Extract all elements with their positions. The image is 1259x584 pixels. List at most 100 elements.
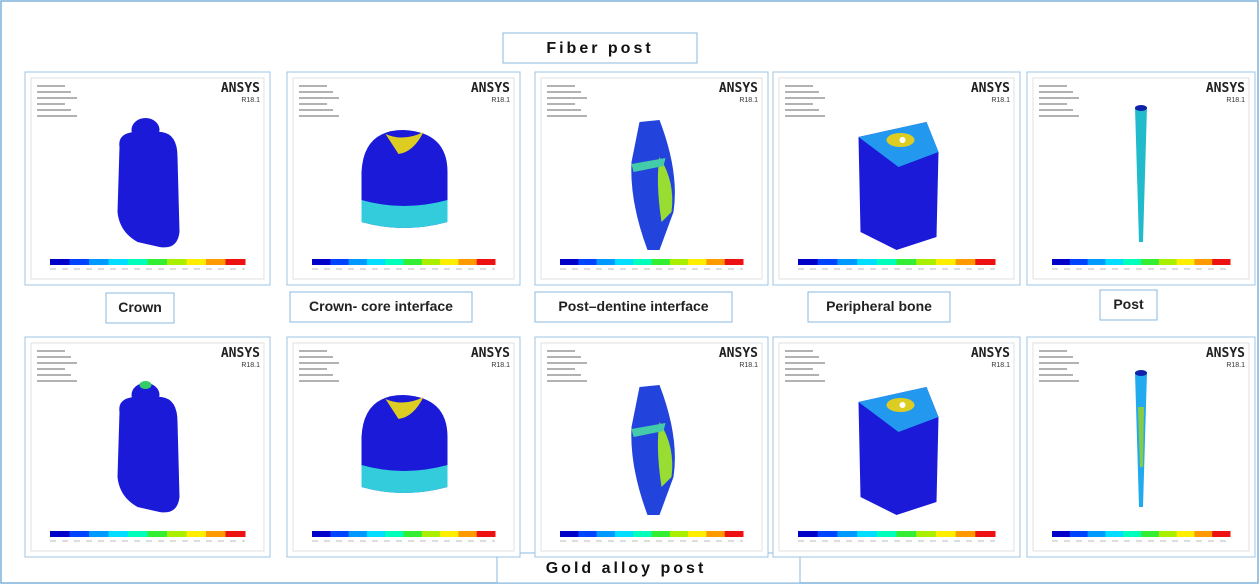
color-bar [956, 531, 976, 537]
software-name: ANSYS [971, 81, 1010, 96]
color-bar [385, 531, 404, 537]
software-name: ANSYS [471, 81, 510, 96]
color-bar [1070, 531, 1088, 537]
color-bar [877, 531, 897, 537]
color-bar [857, 259, 877, 265]
color-bar [818, 259, 838, 265]
color-bar [897, 531, 917, 537]
stress [900, 137, 906, 143]
color-bar [560, 531, 579, 537]
panel-label: Crown- core interface [309, 298, 453, 314]
color-bar [422, 531, 441, 537]
color-bar [975, 531, 995, 537]
stress [140, 381, 152, 389]
software-name: ANSYS [221, 81, 260, 96]
color-bar [50, 259, 70, 265]
color-bar [857, 531, 877, 537]
color-bar [128, 531, 148, 537]
color-bar [226, 259, 246, 265]
color-bar [956, 259, 976, 265]
software-name: ANSYS [1206, 81, 1245, 96]
color-bar [440, 531, 459, 537]
color-bar [206, 259, 226, 265]
color-bar [897, 259, 917, 265]
model [118, 132, 180, 247]
color-bar [725, 259, 744, 265]
color-bar [1052, 531, 1070, 537]
color-bar [877, 259, 897, 265]
color-bar [349, 531, 368, 537]
stress [900, 402, 906, 408]
software-version: R18.1 [739, 97, 758, 104]
panel-label: Peripheral bone [826, 298, 932, 314]
color-bar [1088, 259, 1106, 265]
software-name: ANSYS [719, 346, 758, 361]
color-bar [440, 259, 459, 265]
color-bar [1070, 259, 1088, 265]
color-bar [1141, 259, 1159, 265]
software-version: R18.1 [1226, 362, 1245, 369]
color-bar [916, 531, 936, 537]
color-bar [422, 259, 441, 265]
color-bar [597, 259, 616, 265]
color-bar [128, 259, 148, 265]
software-name: ANSYS [221, 346, 260, 361]
color-bar [109, 259, 129, 265]
color-bar [1212, 531, 1230, 537]
color-bar [89, 531, 109, 537]
color-bar [597, 531, 616, 537]
panel-label: Post [1113, 296, 1144, 312]
color-bar [330, 531, 349, 537]
software-version: R18.1 [739, 362, 758, 369]
software-version: R18.1 [491, 362, 510, 369]
model [132, 118, 160, 142]
color-bar [633, 531, 652, 537]
software-name: ANSYS [971, 346, 1010, 361]
color-bar [50, 531, 70, 537]
panel-label: Crown [118, 299, 162, 315]
model [1135, 105, 1147, 111]
color-bar [349, 259, 368, 265]
color-bar [706, 531, 725, 537]
color-bar [167, 531, 187, 537]
color-bar [1105, 259, 1123, 265]
color-bar [148, 259, 168, 265]
color-bar [167, 259, 187, 265]
color-bar [109, 531, 129, 537]
color-bar [1159, 531, 1177, 537]
color-bar [458, 531, 477, 537]
color-bar [187, 531, 207, 537]
color-bar [670, 531, 689, 537]
color-bar [148, 531, 168, 537]
color-bar [837, 259, 857, 265]
color-bar [652, 259, 671, 265]
color-bar [725, 531, 744, 537]
color-bar [330, 259, 349, 265]
color-bar [1123, 259, 1141, 265]
color-bar [70, 531, 90, 537]
color-bar [404, 259, 423, 265]
software-version: R18.1 [1226, 97, 1245, 104]
color-bar [385, 259, 404, 265]
color-bar [706, 259, 725, 265]
color-bar [70, 259, 90, 265]
color-bar [936, 531, 956, 537]
software-version: R18.1 [241, 362, 260, 369]
color-bar [1212, 259, 1230, 265]
bottom-title: Gold alloy post [546, 560, 707, 577]
color-bar [916, 259, 936, 265]
software-name: ANSYS [719, 81, 758, 96]
color-bar [798, 259, 818, 265]
color-bar [404, 531, 423, 537]
software-version: R18.1 [491, 97, 510, 104]
software-version: R18.1 [991, 97, 1010, 104]
color-bar [206, 531, 226, 537]
color-bar [312, 259, 331, 265]
color-bar [367, 259, 386, 265]
color-bar [837, 531, 857, 537]
model [1135, 370, 1147, 376]
color-bar [1052, 259, 1070, 265]
software-name: ANSYS [1206, 346, 1245, 361]
color-bar [670, 259, 689, 265]
color-bar [615, 259, 634, 265]
